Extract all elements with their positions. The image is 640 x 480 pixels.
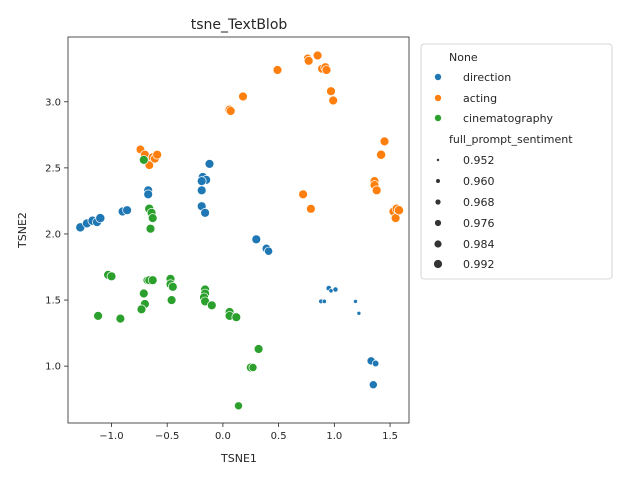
x-axis: −1.0 −0.5 0.0 0.5 1.0 1.5	[99, 423, 398, 442]
point-acting	[394, 205, 404, 216]
point-cinematography	[234, 401, 243, 411]
point-direction	[196, 176, 207, 186]
legend-size-label-4: 0.976	[463, 217, 495, 230]
legend-size-label-6: 0.992	[463, 258, 495, 271]
point-direction	[122, 205, 132, 215]
point-direction	[356, 310, 362, 316]
y-axis: 1.0 1.5 2.0 2.5 3.0	[45, 97, 68, 373]
x-tick-label: −0.5	[155, 431, 179, 442]
legend-size-label-5: 0.984	[463, 238, 495, 251]
x-axis-label: TSNE1	[220, 452, 257, 465]
point-acting	[238, 91, 248, 102]
legend-size-label-2: 0.960	[463, 175, 495, 188]
legend-size-marker-6	[433, 259, 443, 269]
legend-box	[420, 43, 613, 280]
legend-size-marker-2	[436, 179, 440, 183]
point-cinematography	[147, 213, 158, 223]
legend-label-acting: acting	[463, 92, 497, 105]
point-acting	[306, 204, 316, 214]
legend-size-label-3: 0.968	[463, 196, 495, 209]
point-direction	[264, 246, 274, 256]
point-cinematography	[166, 295, 177, 305]
point-direction	[321, 298, 327, 304]
x-tick-label: 1.0	[326, 431, 342, 442]
point-cinematography	[139, 155, 149, 165]
point-cinematography	[248, 363, 258, 372]
x-tick-label: −1.0	[99, 431, 123, 442]
point-direction	[353, 299, 358, 304]
point-acting	[312, 50, 323, 61]
x-tick-label: 1.5	[382, 431, 398, 442]
y-tick-label: 3.0	[45, 97, 61, 108]
legend-marker-cinematography	[434, 114, 442, 122]
y-tick-label: 1.5	[45, 296, 61, 307]
point-acting	[152, 149, 162, 160]
legend-label-direction: direction	[463, 71, 511, 84]
legend-size-marker-5	[434, 240, 442, 248]
y-tick-label: 2.5	[45, 163, 61, 174]
legend-marker-acting	[434, 94, 442, 102]
point-cinematography	[115, 313, 126, 324]
point-acting	[376, 149, 387, 160]
point-cinematography	[147, 275, 158, 285]
y-tick-label: 2.0	[45, 229, 61, 240]
point-acting	[326, 86, 336, 96]
point-cinematography	[253, 344, 264, 354]
point-direction	[251, 234, 262, 245]
y-axis-label: TSNE2	[16, 212, 29, 249]
legend-label-cinematography: cinematography	[463, 112, 554, 125]
point-acting	[321, 65, 332, 75]
point-acting	[371, 185, 382, 196]
point-acting	[225, 106, 236, 116]
point-acting	[303, 55, 314, 66]
point-acting	[272, 65, 283, 75]
point-direction	[204, 159, 215, 169]
point-cinematography	[106, 271, 117, 282]
legend-size-label-1: 0.952	[463, 154, 495, 167]
point-cinematography	[139, 288, 149, 299]
point-direction	[332, 286, 339, 293]
point-acting	[298, 189, 308, 200]
point-direction	[371, 359, 380, 368]
point-direction	[368, 380, 378, 390]
point-cinematography	[145, 223, 156, 234]
point-direction	[328, 288, 334, 294]
legend-size-marker-3	[435, 199, 441, 205]
point-acting	[328, 95, 338, 106]
x-tick-label: 0.0	[215, 431, 231, 442]
point-direction	[143, 189, 153, 200]
point-direction	[95, 213, 106, 224]
point-direction	[200, 208, 210, 218]
point-acting	[379, 136, 390, 147]
legend-hue-title: None	[449, 51, 478, 64]
point-cinematography	[136, 304, 147, 315]
y-tick-label: 1.0	[45, 362, 61, 373]
point-direction	[196, 185, 207, 196]
chart-title: tsne_TextBlob	[191, 17, 288, 33]
legend-size-title: full_prompt_sentiment	[449, 133, 573, 146]
point-cinematography	[207, 300, 217, 311]
legend-size-marker-1	[436, 158, 440, 162]
legend: None direction acting cinematography ful…	[420, 43, 613, 280]
point-cinematography	[231, 312, 242, 322]
point-cinematography	[93, 311, 103, 321]
legend-marker-direction	[434, 73, 442, 81]
x-tick-label: 0.5	[271, 431, 287, 442]
point-cinematography	[168, 281, 178, 292]
legend-size-marker-4	[434, 219, 442, 227]
plot-area	[75, 50, 404, 411]
plot-frame	[67, 36, 410, 424]
